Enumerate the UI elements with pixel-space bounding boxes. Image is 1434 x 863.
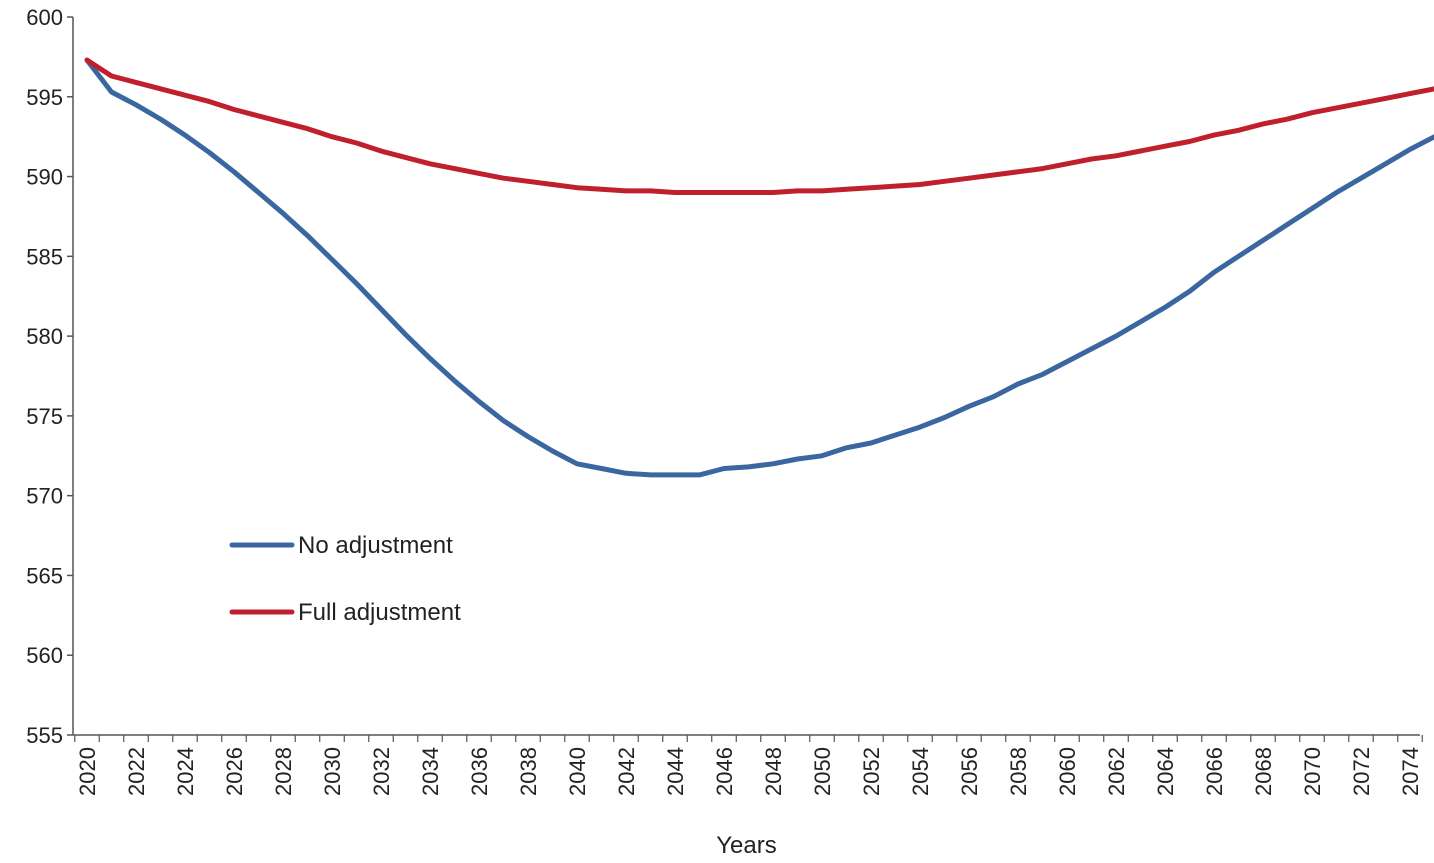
x-tick-label: 2042	[614, 747, 639, 796]
x-tick-label: 2056	[957, 747, 982, 796]
x-tick-label: 2040	[565, 747, 590, 796]
legend-label-0: No adjustment	[298, 532, 453, 559]
x-tick-label: 2050	[810, 747, 835, 796]
x-tick-label: 2072	[1349, 747, 1374, 796]
x-tick-label: 2022	[124, 747, 149, 796]
x-tick-label: 2032	[369, 747, 394, 796]
x-tick-label: 2074	[1398, 747, 1423, 796]
y-tick-label: 565	[26, 563, 63, 588]
x-tick-label: 2068	[1251, 747, 1276, 796]
x-tick-label: 2052	[859, 747, 884, 796]
y-tick-label: 585	[26, 244, 63, 269]
x-tick-label: 2028	[271, 747, 296, 796]
x-tick-label: 2026	[222, 747, 247, 796]
legend: No adjustment Full adjustment	[229, 532, 461, 626]
y-tick-label: 580	[26, 324, 63, 349]
x-tick-label: 2070	[1300, 747, 1325, 796]
x-tick-label: 2044	[663, 747, 688, 796]
legend-label-1: Full adjustment	[298, 599, 461, 626]
x-tick-label: 2036	[467, 747, 492, 796]
x-tick-label: 2024	[173, 747, 198, 796]
y-tick-label: 560	[26, 643, 63, 668]
x-tick-label: 2058	[1006, 747, 1031, 796]
x-tick-label: 2062	[1104, 747, 1129, 796]
y-tick-label: 555	[26, 723, 63, 748]
x-tick-label: 2034	[418, 747, 443, 796]
x-tick-label: 2060	[1055, 747, 1080, 796]
y-tick-label: 600	[26, 5, 63, 30]
x-tick-label: 2046	[712, 747, 737, 796]
y-tick-label: 590	[26, 165, 63, 190]
x-tick-label: 2048	[761, 747, 786, 796]
y-tick-label: 575	[26, 404, 63, 429]
x-tick-label: 2020	[75, 747, 100, 796]
x-tick-label: 2038	[516, 747, 541, 796]
y-axis: 555 560 565 570 575 580 585 590 595 600	[26, 5, 74, 748]
x-tick-label: 2054	[908, 747, 933, 796]
x-tick-label: 2066	[1202, 747, 1227, 796]
y-tick-label: 570	[26, 484, 63, 509]
y-tick-label: 595	[26, 85, 63, 110]
x-axis-title: Years	[716, 832, 777, 859]
x-tick-label: 2030	[320, 747, 345, 796]
series-line-0	[84, 57, 1434, 478]
x-tick-label: 2064	[1153, 747, 1178, 796]
series-lines	[84, 57, 1434, 478]
series-line-1	[84, 57, 1434, 195]
x-axis: 2020 2022 2024 2026 2028 2030 2032 2034 2036 2038…	[73, 734, 1423, 796]
